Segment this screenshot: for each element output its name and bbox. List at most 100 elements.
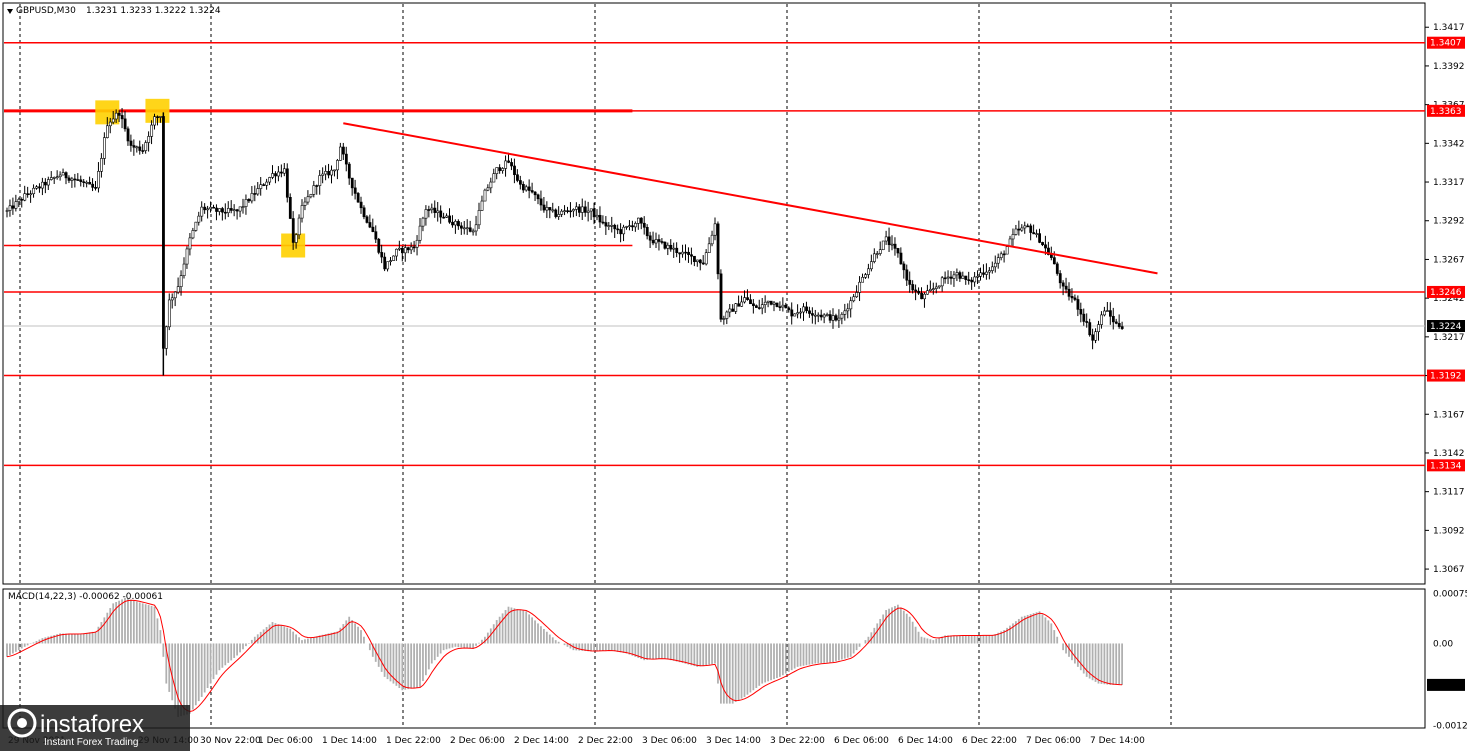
- candle-body: [277, 171, 280, 177]
- y-tick-label: 1.3417: [1433, 23, 1465, 33]
- candle-body: [1005, 246, 1009, 255]
- candle-body: [61, 172, 65, 176]
- candle-body: [521, 184, 525, 191]
- candle-body: [583, 206, 587, 213]
- x-tick-label: 1 Dec 14:00: [322, 736, 377, 746]
- candle-body: [796, 312, 800, 315]
- candle-body: [752, 303, 755, 307]
- candle-body: [964, 275, 968, 280]
- candle-body: [241, 206, 245, 208]
- candle-body: [893, 243, 897, 249]
- candle-body: [344, 153, 348, 165]
- macd-tick-label: 0.00: [1433, 639, 1453, 649]
- candle-body: [757, 307, 761, 309]
- candle-body: [153, 116, 157, 126]
- candle-body: [114, 112, 118, 120]
- candle-body: [123, 118, 127, 130]
- candle-body: [548, 207, 552, 211]
- candle-body: [669, 244, 673, 250]
- candle-body: [524, 186, 528, 191]
- candle-body: [639, 217, 643, 224]
- candle-body: [1023, 225, 1027, 229]
- candle-body: [731, 308, 735, 312]
- logo-text: instaforex: [40, 711, 144, 738]
- x-tick-label: 30 Nov 22:00: [200, 736, 261, 746]
- candle-body: [442, 216, 446, 219]
- candle-body: [52, 177, 56, 179]
- candle-body: [477, 210, 481, 226]
- candle-body: [592, 208, 596, 218]
- candle-body: [819, 314, 823, 318]
- candle-body: [631, 225, 634, 228]
- candle-body: [73, 178, 77, 181]
- candle-body: [238, 206, 242, 212]
- candle-body: [551, 209, 555, 212]
- candle-body: [872, 253, 876, 262]
- candle-body: [793, 313, 797, 317]
- candle-body: [111, 118, 115, 123]
- y-tick-label: 1.3242: [1433, 294, 1465, 304]
- ohlc-readout: 1.3231 1.3233 1.3222 1.3224: [86, 6, 221, 16]
- candle-body: [88, 182, 92, 185]
- candle-body: [221, 208, 224, 213]
- candle-body: [970, 279, 974, 283]
- candle-body: [1073, 297, 1077, 300]
- level-price-tag: [1427, 459, 1465, 472]
- candle-body: [424, 209, 428, 219]
- candle-body: [1002, 253, 1006, 256]
- candle-body: [760, 304, 764, 309]
- candle-body: [159, 116, 162, 118]
- candle-body: [359, 201, 363, 209]
- candle-body: [483, 189, 487, 202]
- candle-body: [203, 206, 207, 211]
- candle-body: [8, 205, 12, 211]
- candle-body: [920, 292, 924, 300]
- candle-body: [17, 199, 21, 202]
- macd-layer: [6, 598, 1123, 717]
- candle-body: [41, 181, 44, 189]
- candle-body: [501, 168, 505, 171]
- candle-body: [412, 246, 416, 249]
- candle-body: [707, 243, 711, 254]
- candle-body: [955, 272, 959, 276]
- candle-body: [451, 221, 454, 226]
- candle-body: [415, 239, 419, 248]
- candle-body: [993, 262, 997, 268]
- candle-body: [569, 210, 572, 213]
- candle-body: [675, 247, 679, 253]
- symbol-dropdown-icon[interactable]: [7, 9, 13, 14]
- candle-body: [887, 236, 891, 246]
- candle-body: [465, 227, 469, 230]
- macd-current-tag: [1427, 678, 1465, 691]
- candle-body: [884, 236, 888, 242]
- candle-body: [896, 248, 900, 254]
- candle-body: [108, 121, 112, 127]
- candle-body: [864, 274, 867, 278]
- candle-body: [684, 251, 688, 254]
- candle-body: [330, 169, 334, 176]
- candle-body: [1088, 322, 1092, 336]
- candle-body: [1058, 273, 1062, 284]
- candle-body: [67, 177, 71, 181]
- candle-body: [1026, 225, 1030, 228]
- candle-body: [32, 187, 36, 195]
- candle-body: [389, 260, 393, 262]
- candle-body: [398, 247, 401, 250]
- candle-body: [91, 183, 95, 188]
- candle-body: [648, 235, 652, 241]
- candle-body: [613, 224, 617, 230]
- candle-body: [265, 181, 269, 186]
- candle-body: [318, 175, 322, 186]
- candle-body: [418, 225, 422, 241]
- candle-body: [940, 277, 944, 287]
- candle-body: [513, 165, 516, 176]
- candle-body: [294, 234, 298, 243]
- candle-body: [619, 229, 623, 235]
- candle-body: [117, 112, 121, 116]
- candle-body: [518, 180, 522, 185]
- candle-body: [979, 272, 983, 277]
- x-tick-label: 2 Dec 22:00: [578, 736, 633, 746]
- candle-body: [1117, 323, 1121, 327]
